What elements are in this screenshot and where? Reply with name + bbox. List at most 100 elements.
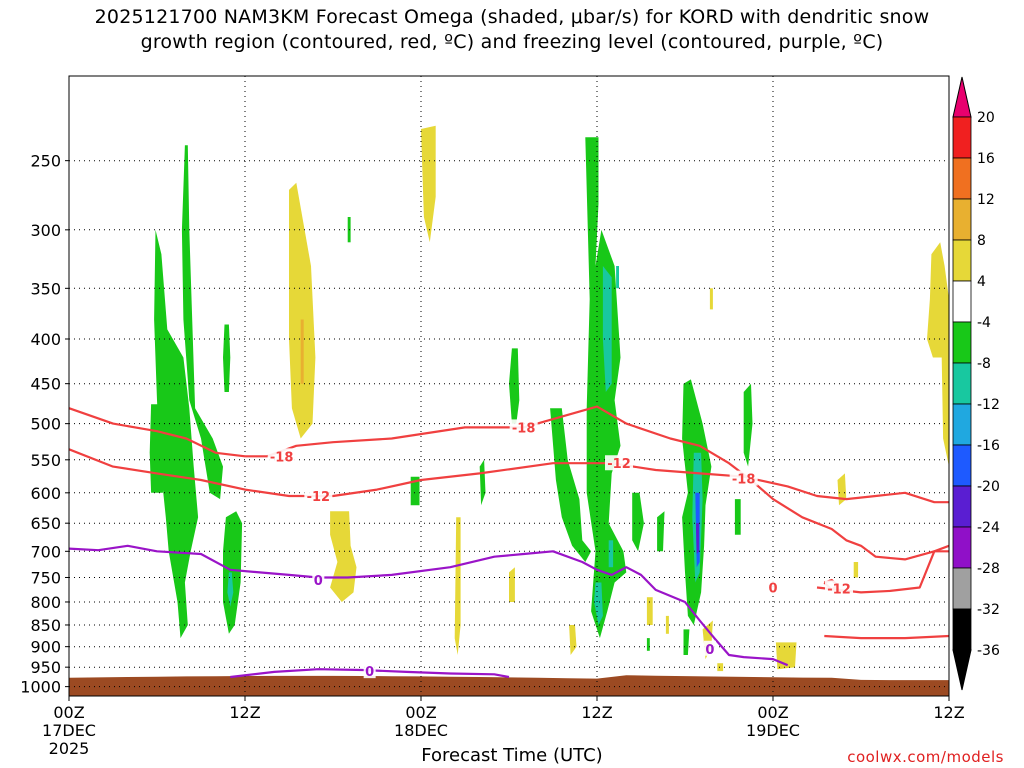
x-tick-label-48: 00Z (757, 703, 788, 722)
plot-frame (68, 75, 950, 697)
contour-label-bg-0 (267, 448, 296, 464)
y-tick-label-350: 350 (30, 279, 61, 298)
x-tick-date-48: 19DEC (746, 721, 800, 740)
contour-layer (69, 405, 949, 679)
colorbar-label-2: 12 (977, 192, 995, 208)
omega-region-14 (594, 582, 603, 625)
contour-label-bg-5 (825, 580, 853, 596)
omega-region-17 (646, 638, 650, 651)
y-tick-label-700: 700 (30, 542, 61, 561)
contour-label-0: -18 (270, 450, 294, 465)
y-tick-label-250: 250 (30, 152, 61, 171)
colorbar-bin-10 (952, 526, 972, 569)
contour-label-bg-3 (605, 455, 633, 471)
omega-region-39 (853, 562, 859, 578)
colorbar-label-0: 20 (977, 110, 995, 126)
colorbar-label-4: 4 (977, 274, 986, 290)
contour-label-bg-1 (304, 487, 333, 503)
x-tick-label-36: 12Z (581, 703, 612, 722)
omega-region-31 (509, 567, 515, 602)
contour-label-5: -12 (827, 582, 851, 597)
omega-region-12 (602, 266, 612, 392)
omega-region-40 (927, 242, 949, 467)
y-tick-label-550: 550 (30, 451, 61, 470)
contour-label-bg-4 (729, 470, 758, 486)
contour-label-1: -12 (307, 490, 331, 505)
y-tick-label-300: 300 (30, 221, 61, 240)
x-tick-date-0: 17DEC (42, 721, 96, 740)
contour-line-1 (69, 448, 949, 504)
colorbar-bin-6 (952, 362, 972, 405)
y-tick-label-1000: 1000 (20, 678, 61, 697)
contour-label-6: 0 (314, 574, 323, 589)
colorbar-bin-0 (952, 116, 972, 159)
omega-region-34 (665, 615, 669, 634)
omega-region-29 (330, 511, 357, 602)
x-tick-label-0: 00Z (53, 703, 84, 722)
omega-region-26 (421, 125, 436, 243)
y-axis-ticks: 250 300 350 400 450 500 550 600 650 700 750 800 850 9… (20, 152, 69, 697)
x-tick-label-12: 12Z (229, 703, 260, 722)
omega-region-13 (616, 266, 619, 289)
chart-title-line-2: growth region (contoured, red, ºC) and f… (140, 31, 884, 53)
omega-region-9 (509, 348, 520, 424)
colorbar-label-6: -8 (977, 356, 991, 372)
contour-line-4 (230, 668, 510, 679)
omega-region-22 (696, 523, 699, 554)
y-tick-label-900: 900 (30, 638, 61, 657)
x-tick-label-24: 00Z (405, 703, 436, 722)
contour-label-4: -18 (732, 473, 756, 488)
omega-region-7 (410, 476, 420, 506)
contour-label-bg-2 (509, 419, 538, 435)
colorbar-bottom-arrow (952, 649, 972, 691)
ground-surface-layer (69, 675, 949, 696)
omega-region-28 (300, 319, 304, 384)
credit-text: coolwx.com/models (847, 748, 1004, 766)
contour-label-3: -12 (607, 457, 631, 472)
colorbar-bin-7 (952, 403, 972, 446)
contour-line-0 (69, 405, 949, 561)
contour-label-8: 0 (705, 643, 714, 658)
colorbar: 20 16 12 8 4 -4 -8 -12 -16 -20 -24 -28 -32 -36 (952, 76, 1000, 691)
x-tick-label-60: 12Z (933, 703, 964, 722)
colorbar-label-11: -28 (977, 561, 1000, 577)
omega-region-2 (181, 145, 223, 500)
y-tick-label-950: 950 (30, 658, 61, 677)
omega-region-5 (227, 572, 234, 607)
omega-region-38 (837, 473, 847, 506)
contour-line-2 (816, 544, 949, 594)
colorbar-label-10: -24 (977, 520, 1000, 536)
contour-label-bg-9 (767, 579, 779, 595)
colorbar-label-13: -36 (977, 643, 1000, 659)
colorbar-bin-4 (952, 280, 972, 323)
omega-shading-layer (149, 125, 949, 672)
colorbar-bin-8 (952, 444, 972, 487)
ground-surface (69, 675, 949, 696)
omega-region-23 (683, 629, 690, 655)
omega-region-16 (632, 492, 644, 552)
y-tick-label-450: 450 (30, 375, 61, 394)
omega-region-33 (646, 597, 653, 625)
omega-region-15 (608, 540, 614, 568)
omega-region-8 (479, 459, 486, 506)
omega-region-30 (454, 517, 461, 655)
omega-region-27 (289, 182, 316, 439)
y-tick-label-750: 750 (30, 568, 61, 587)
contour-line-3 (69, 544, 789, 667)
omega-region-1 (154, 229, 199, 639)
colorbar-label-3: 8 (977, 233, 986, 249)
omega-region-32 (569, 625, 577, 655)
colorbar-bin-5 (952, 321, 972, 364)
colorbar-label-12: -32 (977, 602, 1000, 618)
contour-label-bg-6 (312, 572, 325, 588)
omega-region-36 (717, 663, 724, 672)
omega-region-4 (223, 511, 243, 634)
colorbar-bin-11 (952, 567, 972, 610)
y-tick-label-800: 800 (30, 593, 61, 612)
colorbar-bin-12 (952, 608, 972, 651)
y-tick-label-850: 850 (30, 616, 61, 635)
contour-labels: -18 -12 -18 -12 -18 -12 0 0 0 0 (267, 419, 853, 680)
contour-label-bg-8 (703, 640, 716, 656)
